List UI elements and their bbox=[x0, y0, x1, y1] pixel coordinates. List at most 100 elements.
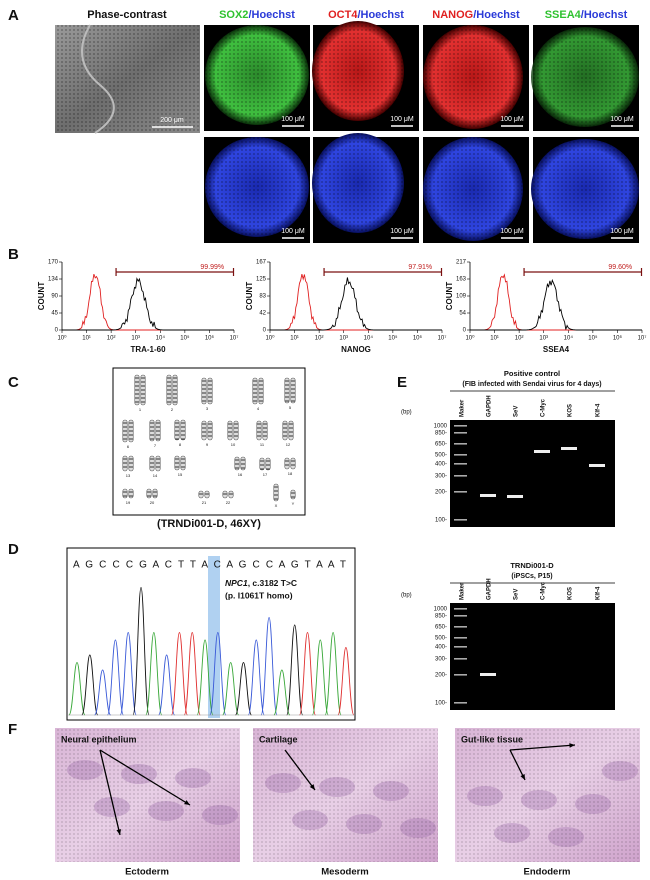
y-axis-label: COUNT bbox=[37, 282, 46, 311]
peak bbox=[81, 654, 99, 716]
peak bbox=[260, 617, 278, 716]
ladder-band bbox=[454, 637, 467, 639]
ladder-band bbox=[454, 646, 467, 648]
chromosome-label: 21 bbox=[202, 500, 207, 505]
gel-subtitle: (FIB infected with Sendai virus for 4 da… bbox=[462, 381, 601, 388]
arrow bbox=[284, 749, 316, 791]
peak bbox=[68, 662, 86, 716]
x-tick-label: 10¹ bbox=[82, 336, 91, 342]
column-header: Phase-contrast bbox=[87, 9, 167, 21]
ladder-label: 100- bbox=[435, 701, 447, 707]
chromosome bbox=[290, 377, 296, 404]
chromosome-label: 17 bbox=[263, 472, 268, 477]
chromosome bbox=[288, 420, 294, 441]
histogram bbox=[62, 273, 234, 331]
x-tick-label: 10⁰ bbox=[465, 335, 475, 342]
arrowhead bbox=[309, 784, 315, 790]
ladder-band bbox=[454, 615, 467, 617]
colony-texture bbox=[531, 139, 639, 239]
x-tick-label: 10⁵ bbox=[388, 335, 398, 342]
arrow bbox=[99, 749, 121, 836]
chromosome bbox=[290, 457, 296, 470]
y-tick-label: 45 bbox=[51, 311, 58, 317]
chromosome bbox=[290, 489, 296, 500]
peak bbox=[94, 669, 112, 716]
lane-label: C-Myc bbox=[541, 581, 547, 600]
caption: (TRNDi001-D, 46XY) bbox=[157, 518, 261, 530]
x-tick-label: 10⁷ bbox=[438, 335, 447, 342]
y-tick-label: 0 bbox=[263, 328, 267, 334]
histogram bbox=[62, 277, 234, 331]
histogram bbox=[470, 278, 642, 331]
scale-label: 100 μM bbox=[610, 116, 634, 123]
x-tick-label: 10⁷ bbox=[638, 335, 647, 342]
chromosome-label: 9 bbox=[206, 442, 209, 447]
chromosome-label: Y bbox=[292, 501, 295, 506]
mutation-annotation: NPC1, c.3182 T>C bbox=[225, 578, 297, 588]
scale-label: 100 μM bbox=[281, 116, 305, 123]
chromosome-label: 4 bbox=[257, 406, 260, 411]
chromosome bbox=[258, 377, 264, 405]
chromosome bbox=[233, 420, 239, 441]
chromosome bbox=[282, 420, 288, 441]
chromosome bbox=[146, 488, 152, 499]
ladder-label: 500- bbox=[435, 453, 447, 459]
chromosome-label: X bbox=[275, 503, 278, 508]
chromosome-label: 1 bbox=[139, 407, 142, 412]
arrowhead bbox=[184, 800, 190, 805]
histogram bbox=[470, 273, 642, 331]
x-tick-label: 10³ bbox=[539, 336, 548, 342]
ladder-label: 1000 bbox=[434, 424, 448, 430]
gel-subtitle: (iPSCs, P15) bbox=[511, 573, 552, 580]
gate bbox=[523, 268, 643, 276]
panel-label: C bbox=[8, 374, 19, 391]
y-tick-label: 83 bbox=[259, 294, 266, 300]
x-tick-label: 10⁰ bbox=[265, 335, 275, 342]
protein-change: (p. I1061T homo) bbox=[225, 590, 293, 600]
ladder-label: 1000 bbox=[434, 607, 448, 613]
peak bbox=[158, 654, 176, 716]
peak bbox=[337, 647, 355, 716]
ladder-band bbox=[454, 463, 467, 465]
y-tick-label: 125 bbox=[256, 277, 267, 283]
scale-label: 100 μM bbox=[281, 228, 305, 235]
x-tick-label: 10² bbox=[515, 336, 524, 342]
chromosome-label: 14 bbox=[153, 473, 158, 478]
panel-label: B bbox=[8, 246, 19, 263]
peak bbox=[132, 587, 150, 716]
x-tick-label: 10² bbox=[107, 336, 116, 342]
chromosome bbox=[207, 377, 213, 405]
gel-band bbox=[507, 495, 523, 498]
colony-edge bbox=[81, 24, 115, 134]
counterstain: /Hoechst bbox=[248, 9, 295, 21]
arrow bbox=[509, 749, 526, 781]
colony-texture bbox=[423, 25, 523, 129]
x-tick-label: 10⁴ bbox=[364, 335, 374, 342]
chromosome-label: 10 bbox=[231, 442, 236, 447]
gate-percent: 99.99% bbox=[200, 264, 224, 271]
histology-texture bbox=[253, 728, 438, 862]
arrow bbox=[99, 749, 191, 806]
chromosome-label: 8 bbox=[179, 442, 182, 447]
gel-band bbox=[589, 464, 605, 467]
ladder-band bbox=[454, 608, 467, 610]
arrowhead bbox=[569, 743, 575, 748]
ladder-band bbox=[454, 425, 467, 427]
chromosome bbox=[265, 457, 271, 471]
peak bbox=[196, 639, 214, 716]
marker-name: SOX2 bbox=[219, 9, 248, 21]
chromosome bbox=[201, 377, 207, 405]
lane-label: Maker bbox=[460, 582, 466, 600]
ladder-label: 300- bbox=[435, 474, 447, 480]
colony-texture bbox=[205, 137, 309, 237]
counterstain: /Hoechst bbox=[357, 9, 404, 21]
ladder-band bbox=[454, 475, 467, 477]
chromosome-label: 3 bbox=[206, 406, 209, 411]
lane-label: Klf-4 bbox=[596, 586, 602, 600]
histology-texture bbox=[55, 728, 240, 862]
x-axis-label: SSEA4 bbox=[543, 345, 570, 354]
y-axis-label: COUNT bbox=[245, 282, 254, 311]
phase-texture bbox=[55, 25, 200, 133]
counterstain: /Hoechst bbox=[473, 9, 520, 21]
chromosome bbox=[152, 488, 158, 499]
